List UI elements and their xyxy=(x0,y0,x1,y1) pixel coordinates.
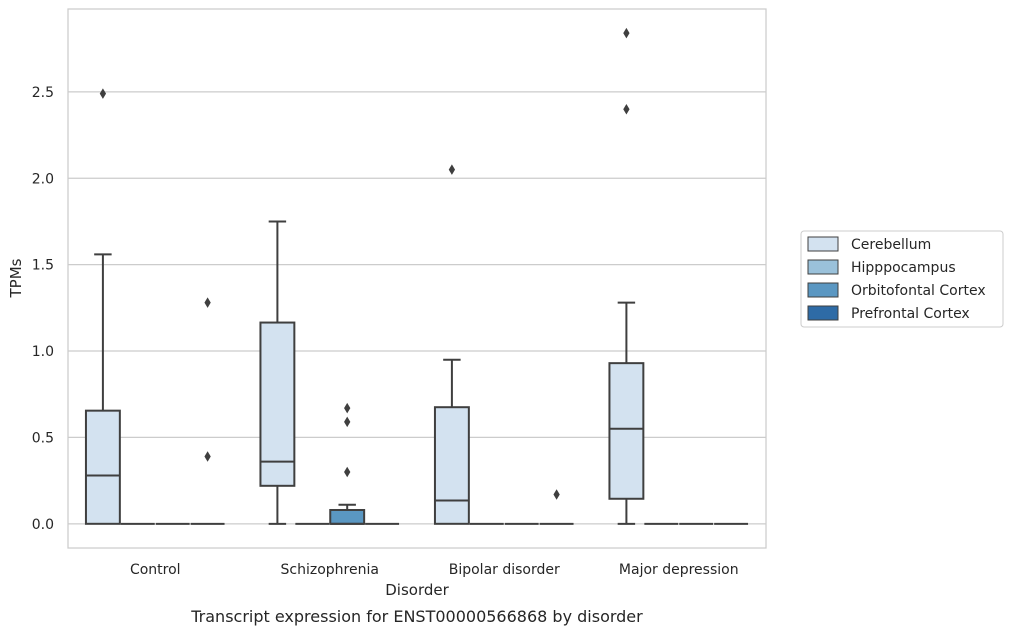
legend-label: Prefrontal Cortex xyxy=(851,306,970,322)
outlier-point xyxy=(553,489,560,500)
plot-area-frame xyxy=(67,8,767,549)
box-iqr xyxy=(433,406,470,525)
legend-label: Orbitofontal Cortex xyxy=(851,283,986,299)
outlier-point xyxy=(99,88,107,99)
x-tick-label: Control xyxy=(130,562,181,578)
outlier-point xyxy=(204,451,211,462)
box-group xyxy=(539,489,574,525)
box-group xyxy=(608,27,645,525)
legend-swatch xyxy=(807,305,839,321)
chart-caption: Transcript expression for ENST0000056686… xyxy=(190,607,643,626)
y-tick-label: 1.5 xyxy=(32,258,54,274)
y-tick-label: 2.5 xyxy=(32,85,54,101)
x-tick-label: Bipolar disorder xyxy=(449,562,560,578)
grid-lines xyxy=(68,91,766,525)
legend-swatch xyxy=(807,282,839,298)
box-group xyxy=(84,88,121,525)
outlier-point xyxy=(344,466,351,478)
legend-label: Hipppocampus xyxy=(851,260,956,276)
x-axis-title: Disorder xyxy=(385,581,449,599)
y-tick-label: 2.0 xyxy=(32,171,54,187)
outlier-point xyxy=(204,297,211,308)
box-iqr xyxy=(84,409,121,525)
legend-label: Cerebellum xyxy=(851,237,931,253)
box-marks xyxy=(84,27,749,525)
box-group xyxy=(259,220,296,525)
legend-swatch xyxy=(807,259,839,275)
y-tick-label: 0.5 xyxy=(32,430,54,446)
x-tick-labels: Control Schizophrenia Bipolar disorder Majo… xyxy=(130,562,739,578)
box-group xyxy=(433,164,470,525)
box-iqr xyxy=(329,508,366,525)
box-group xyxy=(190,297,225,525)
x-tick-label: Major depression xyxy=(619,562,739,578)
legend-swatch xyxy=(807,236,839,252)
legend-frame xyxy=(800,230,1004,328)
x-tick-label: Schizophrenia xyxy=(281,562,379,578)
box-group xyxy=(329,402,366,525)
legend: Cerebellum Hipppocampus Orbitofontal Corte… xyxy=(800,230,1004,328)
y-tick-label: 0.0 xyxy=(32,517,54,533)
y-tick-labels: 0.0 0.5 1.0 1.5 2.0 2.5 xyxy=(32,85,54,533)
box-iqr xyxy=(259,321,296,487)
y-tick-label: 1.0 xyxy=(32,344,54,360)
y-axis-title: TPMs xyxy=(7,258,25,298)
outlier-point xyxy=(623,27,630,39)
outlier-point xyxy=(344,416,351,428)
outlier-point xyxy=(448,164,456,175)
outlier-point xyxy=(344,402,351,414)
box-iqr xyxy=(608,362,645,500)
outlier-point xyxy=(623,103,630,115)
